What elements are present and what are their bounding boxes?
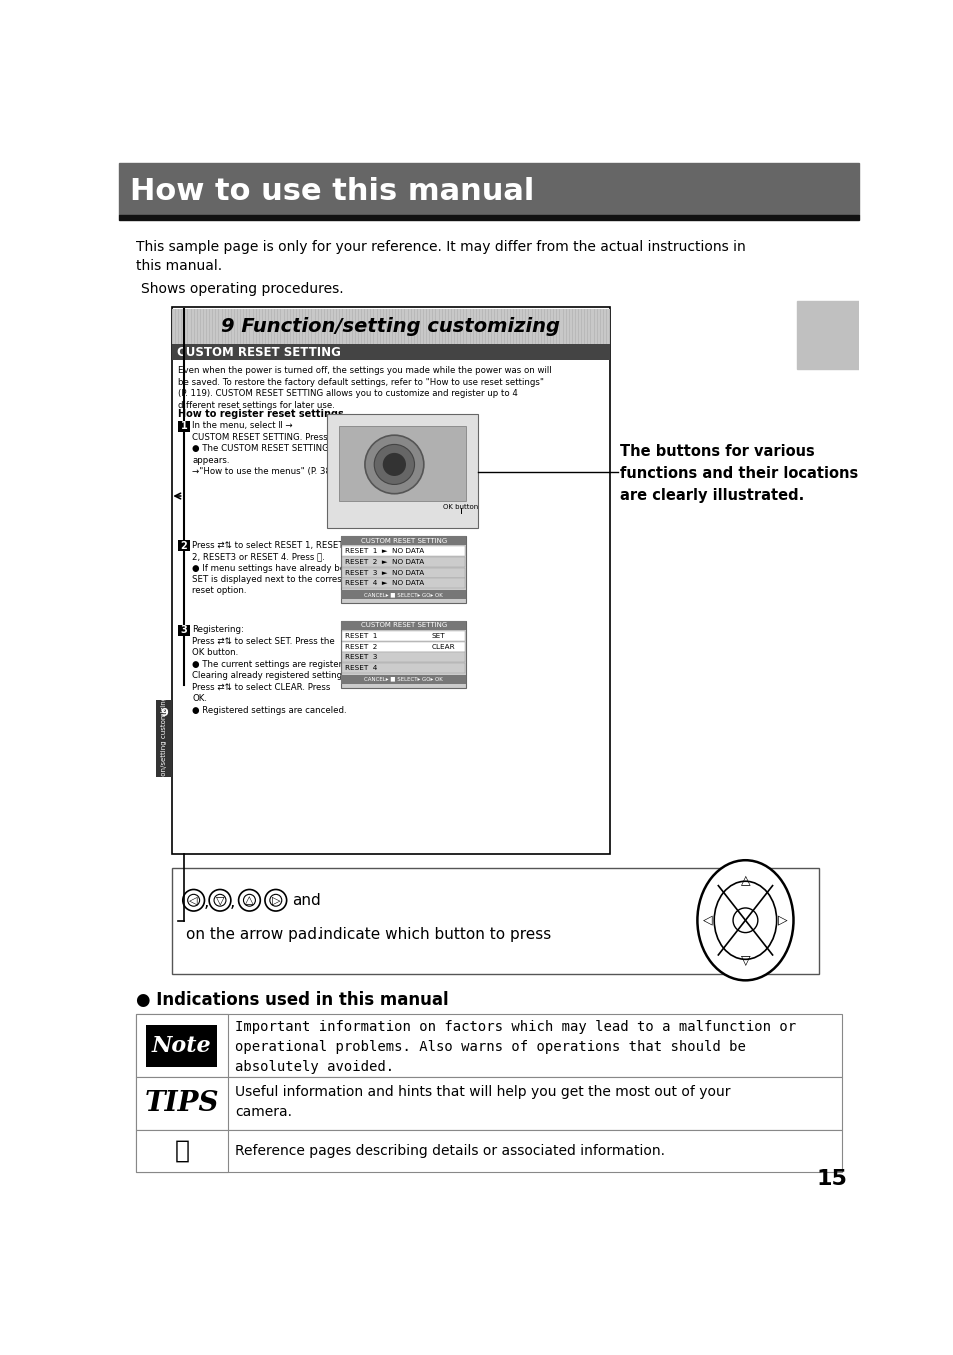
Text: RESET  3  ►  NO DATA: RESET 3 ► NO DATA — [344, 569, 423, 576]
Ellipse shape — [697, 860, 793, 980]
Text: This sample page is only for your reference. It may differ from the actual instr: This sample page is only for your refere… — [136, 240, 745, 274]
Bar — [119, 215, 858, 221]
Bar — [146, 1024, 216, 1066]
Text: 2: 2 — [180, 541, 187, 550]
Circle shape — [382, 453, 406, 476]
Bar — [340, 621, 466, 630]
Bar — [340, 537, 466, 545]
Bar — [342, 663, 464, 673]
Bar — [136, 1015, 841, 1077]
Text: Even when the power is turned off, the settings you made while the power was on : Even when the power is turned off, the s… — [178, 366, 551, 411]
Text: ◁: ◁ — [702, 913, 712, 927]
Text: CANCEL▸ ■ SELECT▸ GO▸ OK: CANCEL▸ ■ SELECT▸ GO▸ OK — [364, 676, 442, 682]
Bar — [342, 641, 464, 652]
Text: Important information on factors which may lead to a malfunction or
operational : Important information on factors which m… — [235, 1020, 796, 1075]
Text: Press ⇄⇅ to select RESET 1, RESET
2, RESET3 or RESET 4. Press Ⓞ.
● If menu setti: Press ⇄⇅ to select RESET 1, RESET 2, RES… — [192, 541, 405, 595]
Text: Shows operating procedures.: Shows operating procedures. — [141, 282, 343, 295]
Bar — [338, 425, 466, 501]
Bar — [340, 589, 466, 599]
Bar — [172, 869, 819, 974]
Bar — [342, 557, 464, 566]
Bar — [136, 1077, 228, 1130]
Bar — [136, 1130, 841, 1172]
Text: ▽: ▽ — [740, 954, 749, 967]
Bar — [797, 301, 858, 369]
Bar — [156, 701, 172, 776]
Text: OK button: OK button — [443, 504, 478, 509]
Bar — [342, 546, 464, 556]
Bar — [340, 537, 466, 603]
Text: and: and — [292, 893, 320, 908]
Circle shape — [374, 444, 415, 485]
Text: 9 Function/setting customizing: 9 Function/setting customizing — [221, 317, 559, 336]
Bar — [342, 579, 464, 588]
Text: RESET  2  ►  NO DATA: RESET 2 ► NO DATA — [344, 558, 423, 565]
Text: RESET  1: RESET 1 — [344, 633, 376, 638]
Bar — [172, 344, 609, 359]
Text: ◁: ◁ — [190, 896, 197, 905]
Text: How to register reset settings: How to register reset settings — [178, 409, 343, 419]
Text: Useful information and hints that will help you get the most out of your
camera.: Useful information and hints that will h… — [235, 1085, 730, 1119]
Text: indicate which button to press: indicate which button to press — [319, 927, 551, 943]
Text: ,: , — [230, 893, 234, 911]
Text: TIPS: TIPS — [145, 1089, 219, 1117]
Text: △: △ — [245, 896, 253, 905]
Text: CUSTOM RESET SETTING: CUSTOM RESET SETTING — [360, 538, 446, 543]
Text: ● Indications used in this manual: ● Indications used in this manual — [136, 991, 449, 1009]
Text: Registering:
Press ⇄⇅ to select SET. Press the
OK button.
● The current settings: Registering: Press ⇄⇅ to select SET. Pre… — [192, 626, 355, 714]
Circle shape — [732, 908, 757, 932]
Text: ▷: ▷ — [777, 913, 786, 927]
Bar — [327, 415, 477, 528]
Text: CUSTOM RESET SETTING: CUSTOM RESET SETTING — [176, 346, 340, 359]
Bar — [136, 1130, 228, 1172]
Text: Note: Note — [152, 1035, 211, 1057]
Bar — [178, 420, 190, 432]
Bar — [119, 163, 858, 215]
Text: SET: SET — [431, 633, 445, 638]
Text: RESET  4: RESET 4 — [344, 665, 376, 671]
Circle shape — [365, 435, 423, 493]
Bar — [172, 309, 609, 344]
Text: Reference pages describing details or associated information.: Reference pages describing details or as… — [235, 1144, 665, 1157]
Text: ▷: ▷ — [272, 896, 280, 905]
Bar — [342, 568, 464, 577]
Text: 9: 9 — [160, 707, 168, 718]
Text: 📋: 📋 — [174, 1138, 190, 1163]
Bar — [178, 539, 190, 551]
Text: CUSTOM RESET SETTING: CUSTOM RESET SETTING — [360, 622, 446, 629]
Ellipse shape — [714, 881, 776, 959]
Text: 1: 1 — [180, 421, 187, 431]
Bar — [136, 1077, 841, 1130]
Text: CLEAR: CLEAR — [431, 644, 455, 649]
Text: RESET  3: RESET 3 — [344, 654, 376, 660]
Bar — [340, 621, 466, 688]
Text: The buttons for various
functions and their locations
are clearly illustrated.: The buttons for various functions and th… — [619, 443, 858, 503]
Bar — [342, 631, 464, 641]
Text: RESET  1  ►  NO DATA: RESET 1 ► NO DATA — [344, 547, 423, 554]
Bar — [342, 652, 464, 663]
Text: RESET  4  ►  NO DATA: RESET 4 ► NO DATA — [344, 580, 423, 587]
Text: Function/setting customizing: Function/setting customizing — [161, 695, 167, 797]
Text: RESET  2: RESET 2 — [344, 644, 376, 649]
Text: ,: , — [204, 893, 210, 911]
Text: on the arrow pad.: on the arrow pad. — [186, 927, 321, 943]
Bar — [172, 308, 609, 854]
Text: △: △ — [740, 874, 749, 886]
Text: In the menu, select Ⅱ →
CUSTOM RESET SETTING. Press Ⓞ.
● The CUSTOM RESET SETTIN: In the menu, select Ⅱ → CUSTOM RESET SET… — [192, 421, 360, 476]
Text: 3: 3 — [180, 626, 187, 635]
Text: 15: 15 — [816, 1169, 847, 1188]
Bar — [178, 625, 190, 635]
Bar — [136, 1015, 228, 1077]
Text: ▽: ▽ — [215, 896, 224, 905]
Bar — [340, 675, 466, 684]
Text: How to use this manual: How to use this manual — [130, 176, 534, 206]
Text: CANCEL▸ ■ SELECT▸ GO▸ OK: CANCEL▸ ■ SELECT▸ GO▸ OK — [364, 592, 442, 598]
